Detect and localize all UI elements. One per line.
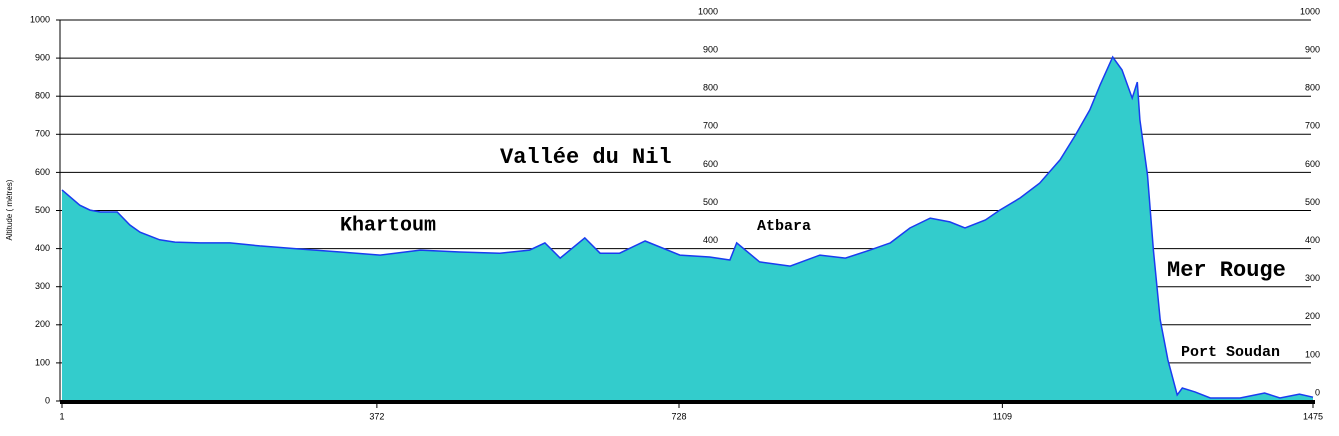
y-tick-label-right: 400: [1305, 235, 1320, 245]
y-tick-label-right: 200: [1305, 311, 1320, 321]
x-tick-label: 1109: [993, 411, 1012, 421]
y-tick-label: 400: [35, 243, 50, 253]
area: [62, 57, 1313, 401]
y-tick-label: 500: [35, 205, 50, 215]
annotation: Vallée du Nil: [500, 145, 672, 170]
y-tick-label: 900: [35, 52, 50, 62]
y-tick-label-right: 500: [1305, 197, 1320, 207]
annotation: Atbara: [757, 218, 811, 235]
y-tick-label-right: 0: [1315, 387, 1320, 397]
x-tick-label: 1: [59, 411, 64, 421]
y-tick-label-mid: 1000: [698, 6, 718, 16]
y-tick-label: 1000: [30, 14, 50, 24]
y-tick-label-mid: 700: [703, 121, 718, 131]
y-tick-label: 0: [45, 395, 50, 405]
x-tick-label: 1475: [1303, 411, 1323, 421]
y-tick-label-right: 300: [1305, 273, 1320, 283]
y-tick-label: 200: [35, 319, 50, 329]
y-tick-label: 300: [35, 281, 50, 291]
x-tick-label: 372: [369, 411, 384, 421]
y-tick-label: 800: [35, 91, 50, 101]
y-axis-label: Altitude ( mètres): [5, 179, 14, 240]
y-tick-label: 700: [35, 129, 50, 139]
y-tick-label-right: 800: [1305, 83, 1320, 93]
y-tick-label-mid: 900: [703, 44, 718, 54]
y-tick-label-mid: 500: [703, 197, 718, 207]
y-tick-label: 600: [35, 167, 50, 177]
y-tick-label: 100: [35, 357, 50, 367]
y-tick-label-mid: 400: [703, 235, 718, 245]
annotation: Mer Rouge: [1167, 258, 1286, 283]
y-tick-label-right: 100: [1305, 349, 1320, 359]
y-tick-label-right: 900: [1305, 44, 1320, 54]
annotation: Port Soudan: [1181, 344, 1280, 361]
y-tick-label-right: 600: [1305, 159, 1320, 169]
y-tick-label-right: 1000: [1300, 6, 1320, 16]
y-tick-label-right: 700: [1305, 121, 1320, 131]
annotation: Khartoum: [340, 214, 436, 237]
y-tick-label-mid: 600: [703, 159, 718, 169]
x-tick-label: 728: [671, 411, 686, 421]
line: [61, 55, 1314, 399]
y-tick-label-mid: 800: [703, 83, 718, 93]
